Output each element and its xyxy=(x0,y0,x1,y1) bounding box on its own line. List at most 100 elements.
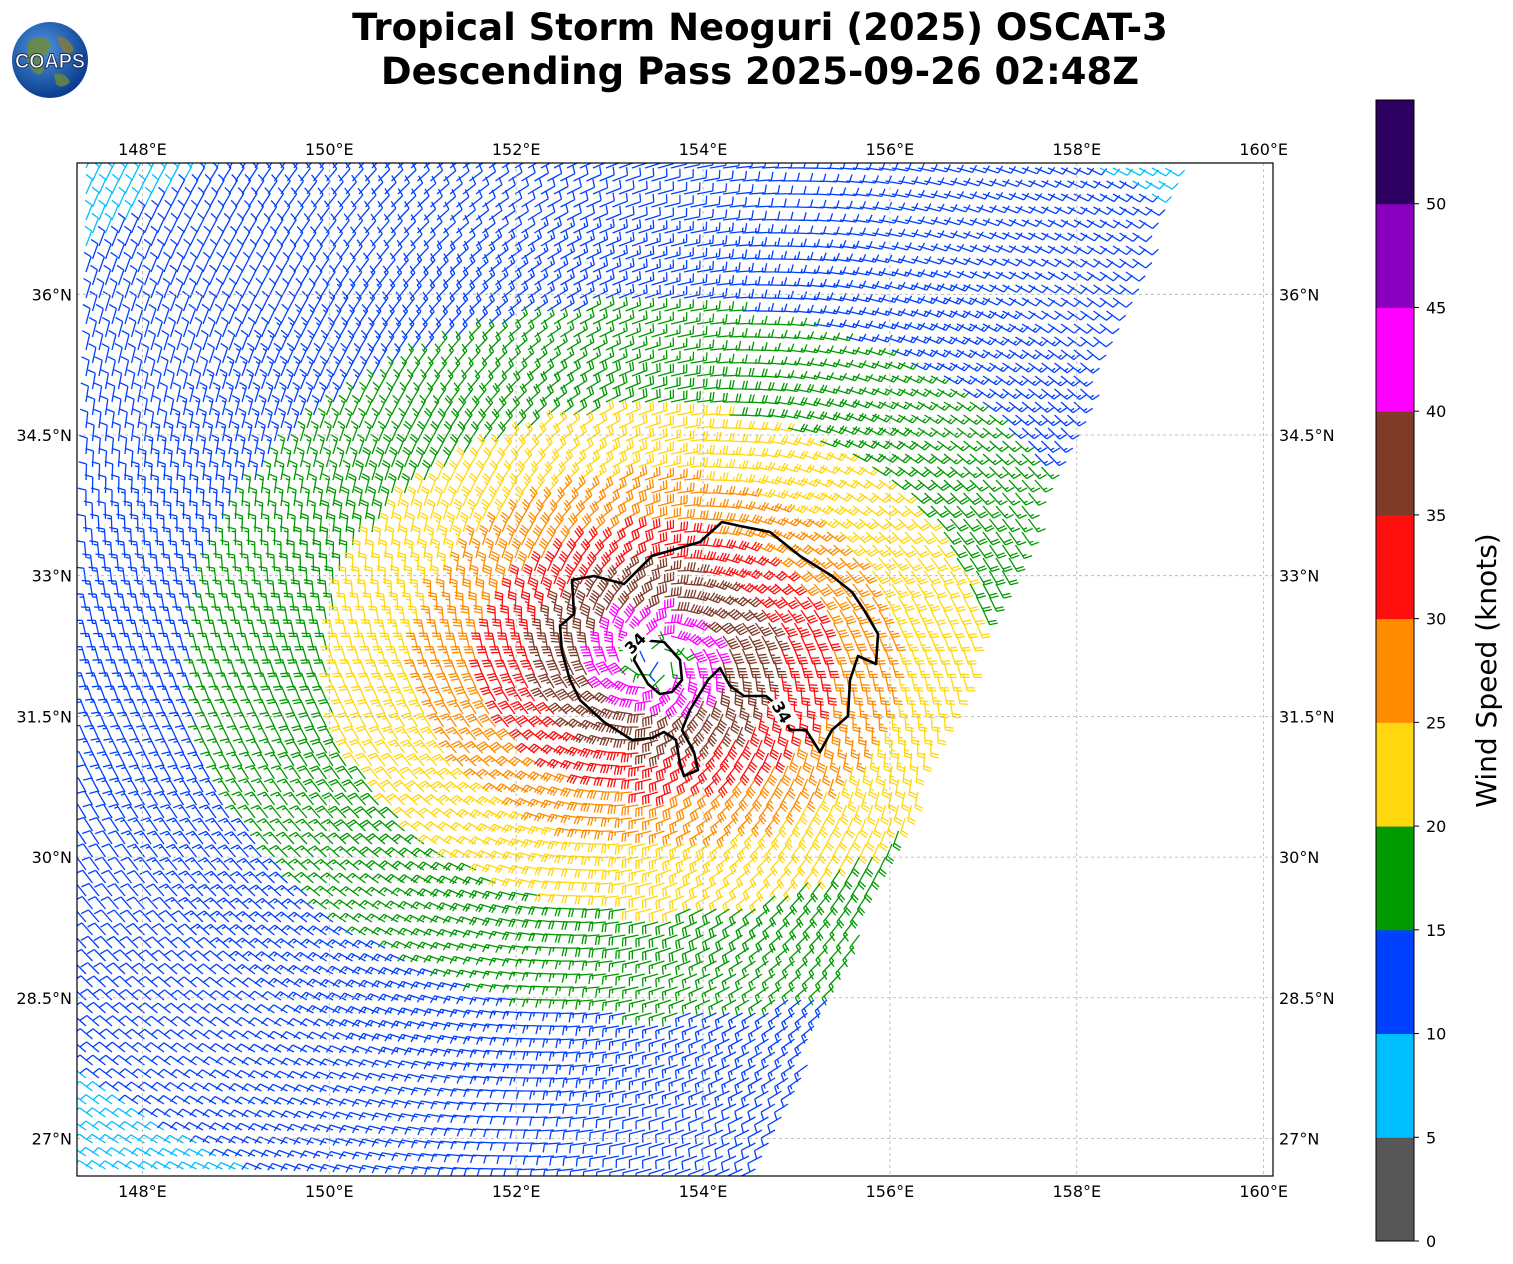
wind-barb xyxy=(280,951,301,962)
wind-barb xyxy=(135,303,144,325)
wind-barb xyxy=(410,820,431,832)
wind-barb xyxy=(160,356,169,377)
wind-barb xyxy=(780,1090,795,1108)
wind-barb xyxy=(407,605,419,624)
wind-barb xyxy=(878,505,899,517)
wind-barb xyxy=(586,166,602,182)
wind-barb xyxy=(722,288,741,299)
wind-barb xyxy=(764,817,776,838)
wind-barb xyxy=(141,316,150,338)
wind-barb xyxy=(599,270,615,286)
wind-barb xyxy=(527,255,542,273)
wind-barb xyxy=(625,685,646,696)
wind-barb xyxy=(807,570,827,583)
wind-barb xyxy=(904,375,926,384)
wind-barb xyxy=(326,859,347,871)
wind-barb xyxy=(123,698,139,715)
wind-barb xyxy=(229,897,249,910)
wind-barb xyxy=(884,648,899,665)
wind-barb xyxy=(170,989,191,1001)
wind-barb xyxy=(863,882,874,904)
wind-barb xyxy=(1028,180,1049,188)
wind-barb xyxy=(202,1056,223,1066)
wind-barb xyxy=(397,927,418,936)
wind-barb xyxy=(768,934,782,953)
wind-barb xyxy=(1106,232,1127,242)
wind-barb xyxy=(126,395,135,416)
wind-barb xyxy=(456,240,469,260)
wind-barb xyxy=(213,724,230,741)
wind-barb xyxy=(829,895,841,916)
wind-barb xyxy=(260,187,271,208)
wind-barb xyxy=(261,884,282,897)
wind-barb xyxy=(842,921,854,942)
wind-barb xyxy=(1034,219,1056,228)
wind-barb xyxy=(330,698,347,715)
wind-barb xyxy=(195,1069,217,1079)
wind-barb xyxy=(205,395,214,416)
wind-barb xyxy=(787,396,808,406)
wind-barb xyxy=(759,778,770,799)
wind-barb xyxy=(631,591,645,611)
wind-barb xyxy=(675,934,691,950)
wind-barb xyxy=(657,624,675,637)
wind-barb xyxy=(664,324,681,338)
wind-barb xyxy=(312,1018,334,1027)
wind-barb xyxy=(132,408,142,429)
wind-barb xyxy=(553,230,569,247)
wind-barb xyxy=(235,963,256,975)
wind-barb xyxy=(1021,271,1043,280)
wind-barb xyxy=(859,440,880,449)
wind-barb xyxy=(410,175,424,195)
wind-barb xyxy=(384,278,396,299)
wind-barb xyxy=(496,728,516,741)
wind-barb xyxy=(670,207,688,221)
wind-barb xyxy=(1054,440,1074,453)
wind-barb xyxy=(78,711,94,728)
wind-barb xyxy=(339,859,360,871)
wind-barb xyxy=(115,290,124,312)
wind-barb xyxy=(339,886,360,897)
wind-barb xyxy=(885,388,906,397)
wind-barb xyxy=(494,472,505,494)
wind-barb xyxy=(84,698,100,715)
wind-barb xyxy=(116,737,133,754)
wind-barb xyxy=(1132,206,1153,216)
wind-barb xyxy=(742,171,761,182)
wind-barb xyxy=(267,200,278,221)
wind-barb xyxy=(345,979,366,988)
wind-barb xyxy=(325,342,335,364)
wind-barb xyxy=(709,817,724,836)
wind-barb xyxy=(102,290,111,312)
wind-barb xyxy=(208,264,217,286)
wind-barb xyxy=(1002,205,1023,214)
wind-barb xyxy=(92,408,102,429)
wind-barb xyxy=(811,830,822,852)
wind-barb xyxy=(1060,271,1082,281)
wind-barb xyxy=(364,940,386,949)
wind-barb xyxy=(111,173,120,195)
wind-barb xyxy=(699,739,711,760)
wind-barb xyxy=(709,843,724,862)
wind-barb xyxy=(683,661,696,679)
wind-barb xyxy=(176,1082,197,1092)
wind-barb xyxy=(1086,297,1107,308)
wind-barb xyxy=(206,368,215,390)
wind-barb xyxy=(449,176,463,195)
wind-barb xyxy=(937,466,957,478)
wind-barb xyxy=(846,544,866,557)
wind-barb xyxy=(800,397,821,407)
wind-barb xyxy=(428,686,445,702)
wind-barb xyxy=(338,291,349,312)
wind-barb xyxy=(546,524,557,546)
wind-barb xyxy=(703,196,721,208)
wind-barb xyxy=(560,217,576,234)
wind-barb xyxy=(765,791,776,812)
wind-barb xyxy=(424,794,444,806)
wind-barb xyxy=(202,976,223,988)
wind-barb xyxy=(1041,258,1062,268)
wind-barb xyxy=(553,307,569,325)
wind-barb xyxy=(804,843,815,864)
wind-barb xyxy=(728,934,743,952)
wind-barb xyxy=(709,209,728,221)
